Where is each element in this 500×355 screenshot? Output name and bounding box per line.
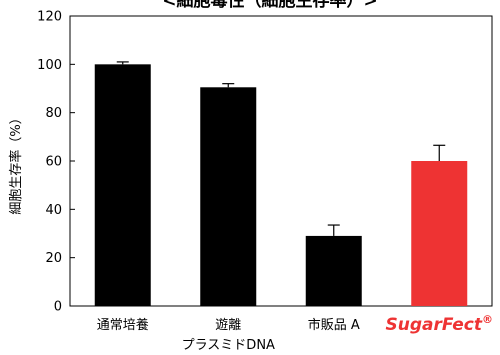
bar: [94, 64, 151, 306]
y-axis-label: 細胞生存率（%）: [8, 111, 24, 214]
bar: [411, 161, 468, 306]
y-tick-label: 0: [54, 300, 62, 315]
category-label: 遊離: [215, 318, 241, 333]
y-tick-label: 120: [37, 10, 62, 25]
chart-title: <細胞毒性（細胞生存率）>: [162, 0, 378, 11]
category-label: SugarFect®: [386, 313, 493, 335]
y-tick-label: 20: [45, 251, 62, 266]
y-tick-label: 100: [37, 58, 62, 73]
bar: [200, 87, 257, 307]
category-label: プラスミドDNA: [182, 338, 275, 353]
category-label: 市販品 A: [308, 317, 360, 333]
bar: [305, 235, 362, 306]
y-tick-label: 60: [45, 155, 62, 170]
y-tick-label: 40: [45, 203, 62, 218]
category-label: 通常培養: [97, 317, 149, 333]
y-tick-label: 80: [45, 106, 62, 121]
